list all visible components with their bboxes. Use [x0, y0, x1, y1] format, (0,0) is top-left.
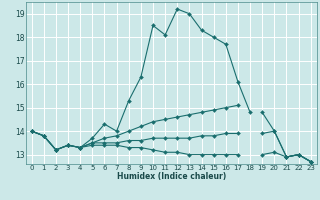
X-axis label: Humidex (Indice chaleur): Humidex (Indice chaleur): [116, 172, 226, 181]
